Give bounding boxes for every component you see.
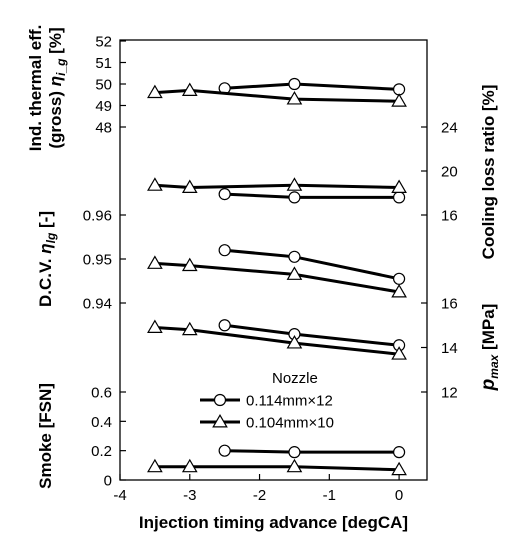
smoke-y-tick-label: 0.6 — [91, 385, 112, 402]
legend-label: 0.114mm×12 — [246, 393, 333, 410]
circle-marker — [218, 244, 231, 257]
thermal-efficiency-series-circle — [218, 77, 406, 96]
thermal-efficiency-line-triangle — [154, 88, 400, 103]
triangle-marker — [181, 179, 198, 193]
cooling-loss-series-triangle — [147, 177, 407, 193]
cooling-loss-line-triangle — [154, 183, 400, 190]
circle-marker — [392, 272, 406, 285]
triangle-marker — [181, 458, 198, 473]
dcv-series-circle — [218, 244, 406, 285]
circle-marker — [218, 319, 231, 332]
triangle-marker — [181, 321, 198, 336]
smoke-line-triangle — [154, 465, 400, 472]
triangle-marker — [391, 461, 407, 476]
circle-marker — [288, 191, 301, 204]
legend-title: Nozzle — [272, 370, 318, 387]
circle-marker — [392, 446, 406, 459]
labels-layer: Injection timing advance [degCA] Ind. the… — [26, 25, 501, 532]
circle-marker — [392, 191, 406, 204]
legend-entry-triangle: 0.104mm×10 — [200, 414, 334, 432]
circle-marker — [218, 188, 231, 201]
triangle-marker — [286, 458, 303, 473]
triangle-marker — [181, 257, 198, 272]
x-tick-label: 0 — [395, 487, 403, 504]
pmax-series-circle — [218, 319, 406, 352]
thermal-efficiency-line-circle — [224, 82, 400, 91]
thermal-efficiency-y-tick-label: 49 — [95, 98, 112, 115]
x-tick-label: -3 — [183, 487, 196, 504]
triangle-marker — [147, 319, 163, 333]
triangle-marker — [147, 255, 163, 269]
circle-marker — [288, 77, 301, 91]
triangle-marker — [181, 82, 198, 96]
x-tick-label: -2 — [253, 487, 266, 504]
triangle-marker — [286, 335, 303, 349]
cooling-loss-y-axis-title: Cooling loss ratio [%] — [479, 85, 498, 260]
circle-marker — [288, 250, 301, 263]
dcv-y-tick-label: 0.96 — [83, 208, 112, 225]
triangle-marker — [212, 414, 228, 428]
pmax-y-tick-label: 12 — [441, 385, 458, 402]
pmax-line-circle — [224, 323, 400, 347]
smoke-y-tick-label: 0 — [104, 473, 112, 490]
dcv-series-triangle — [147, 255, 407, 298]
smoke-series-triangle — [147, 458, 407, 476]
thermal-efficiency-y-tick-label: 50 — [95, 77, 112, 94]
x-tick-label: -1 — [323, 487, 336, 504]
triangle-marker — [147, 177, 163, 191]
cooling-loss-y-tick-label: 20 — [441, 164, 458, 181]
triangle-marker — [286, 266, 303, 280]
circle-marker — [218, 444, 231, 457]
cooling-loss-line-circle — [224, 192, 400, 199]
smoke-series-circle — [218, 444, 406, 459]
smoke-y-tick-label: 0.2 — [91, 443, 112, 460]
dcv-y-tick-label: 0.95 — [83, 252, 112, 269]
triangle-marker — [391, 346, 407, 360]
pmax-line-triangle — [154, 326, 400, 356]
triangle-marker — [147, 458, 163, 473]
thermal-efficiency-y-axis-title: Ind. thermal eff.(gross) ηi_g [%] — [26, 25, 68, 152]
cooling-loss-y-tick-label: 16 — [441, 208, 458, 225]
thermal-efficiency-series-triangle — [147, 82, 407, 107]
smoke-y-axis-title: Smoke [FSN] — [36, 383, 55, 489]
pmax-series-triangle — [147, 319, 407, 360]
dcv-line-triangle — [154, 261, 400, 294]
legend-label: 0.104mm×10 — [246, 415, 334, 432]
thermal-efficiency-y-tick-label: 48 — [95, 120, 112, 137]
legend: Nozzle 0.114mm×12 0.104mm×10 — [200, 370, 334, 432]
triangle-marker — [391, 179, 407, 193]
thermal-efficiency-y-tick-label: 51 — [95, 55, 112, 72]
circle-marker — [288, 446, 301, 459]
dcv-y-tick-label: 0.94 — [83, 296, 112, 313]
triangle-marker — [286, 177, 303, 191]
triangle-marker — [147, 84, 163, 99]
plot-frame — [119, 39, 428, 481]
triangle-marker — [391, 93, 407, 107]
dcv-y-axis-title: D.C.V. ηlg [-] — [36, 211, 58, 307]
legend-entry-circle: 0.114mm×12 — [200, 393, 333, 410]
thermal-efficiency-y-tick-label: 52 — [95, 34, 112, 51]
circle-marker — [213, 393, 227, 407]
x-tick-label: -4 — [113, 487, 126, 504]
x-axis-title: Injection timing advance [degCA] — [139, 513, 408, 532]
triangle-marker — [391, 284, 407, 298]
smoke-line-circle — [224, 449, 400, 454]
pmax-y-axis-title: pmax [MPa] — [478, 304, 501, 392]
cooling-loss-series-circle — [218, 188, 406, 204]
ticks-layer: -4 -3 -2 -1 0 48 49 50 51 52 16 20 24 0.94 0.95 0.96 12 1… — [83, 34, 458, 505]
pmax-y-tick-label: 16 — [441, 296, 458, 313]
series-layer — [147, 77, 407, 476]
pmax-y-tick-label: 14 — [441, 340, 458, 357]
smoke-y-tick-label: 0.4 — [91, 414, 112, 431]
triangle-marker — [286, 91, 303, 105]
cooling-loss-y-tick-label: 24 — [441, 120, 458, 137]
dcv-line-circle — [224, 248, 400, 281]
